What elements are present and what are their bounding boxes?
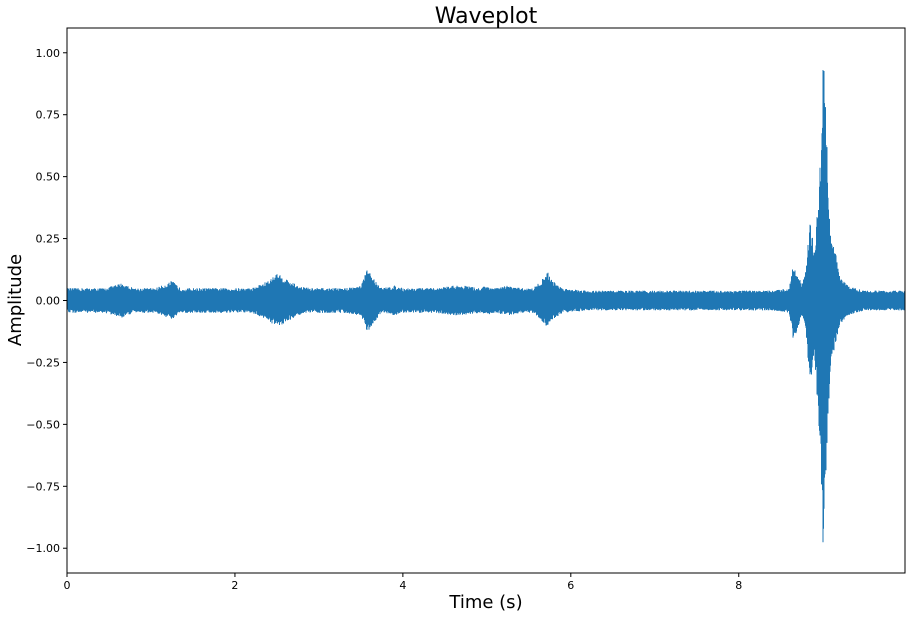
x-tick-label: 2 bbox=[231, 579, 238, 592]
y-axis: 1.00 0.75 0.50 0.25 0.00 −0.25 −0.50 −0.75 −1.00 bbox=[26, 47, 67, 555]
chart-title: Waveplot bbox=[435, 4, 538, 29]
x-tick-label: 8 bbox=[735, 579, 742, 592]
x-tick-label: 0 bbox=[64, 579, 71, 592]
y-tick-label: 0.00 bbox=[36, 295, 61, 308]
y-tick-label: 0.25 bbox=[36, 233, 61, 246]
y-tick-label: −1.00 bbox=[26, 542, 60, 555]
y-tick-label: −0.25 bbox=[26, 356, 60, 369]
y-tick-label: 0.50 bbox=[36, 171, 61, 184]
y-tick-label: −0.75 bbox=[26, 480, 60, 493]
y-axis-label: Amplitude bbox=[5, 254, 26, 346]
y-tick-label: −0.50 bbox=[26, 418, 60, 431]
y-tick-label: 1.00 bbox=[36, 47, 61, 60]
x-tick-label: 4 bbox=[399, 579, 406, 592]
x-axis-label: Time (s) bbox=[448, 592, 522, 613]
y-tick-label: 0.75 bbox=[36, 109, 61, 122]
x-tick-label: 6 bbox=[567, 579, 574, 592]
x-axis: 0 2 4 6 8 bbox=[64, 573, 742, 592]
